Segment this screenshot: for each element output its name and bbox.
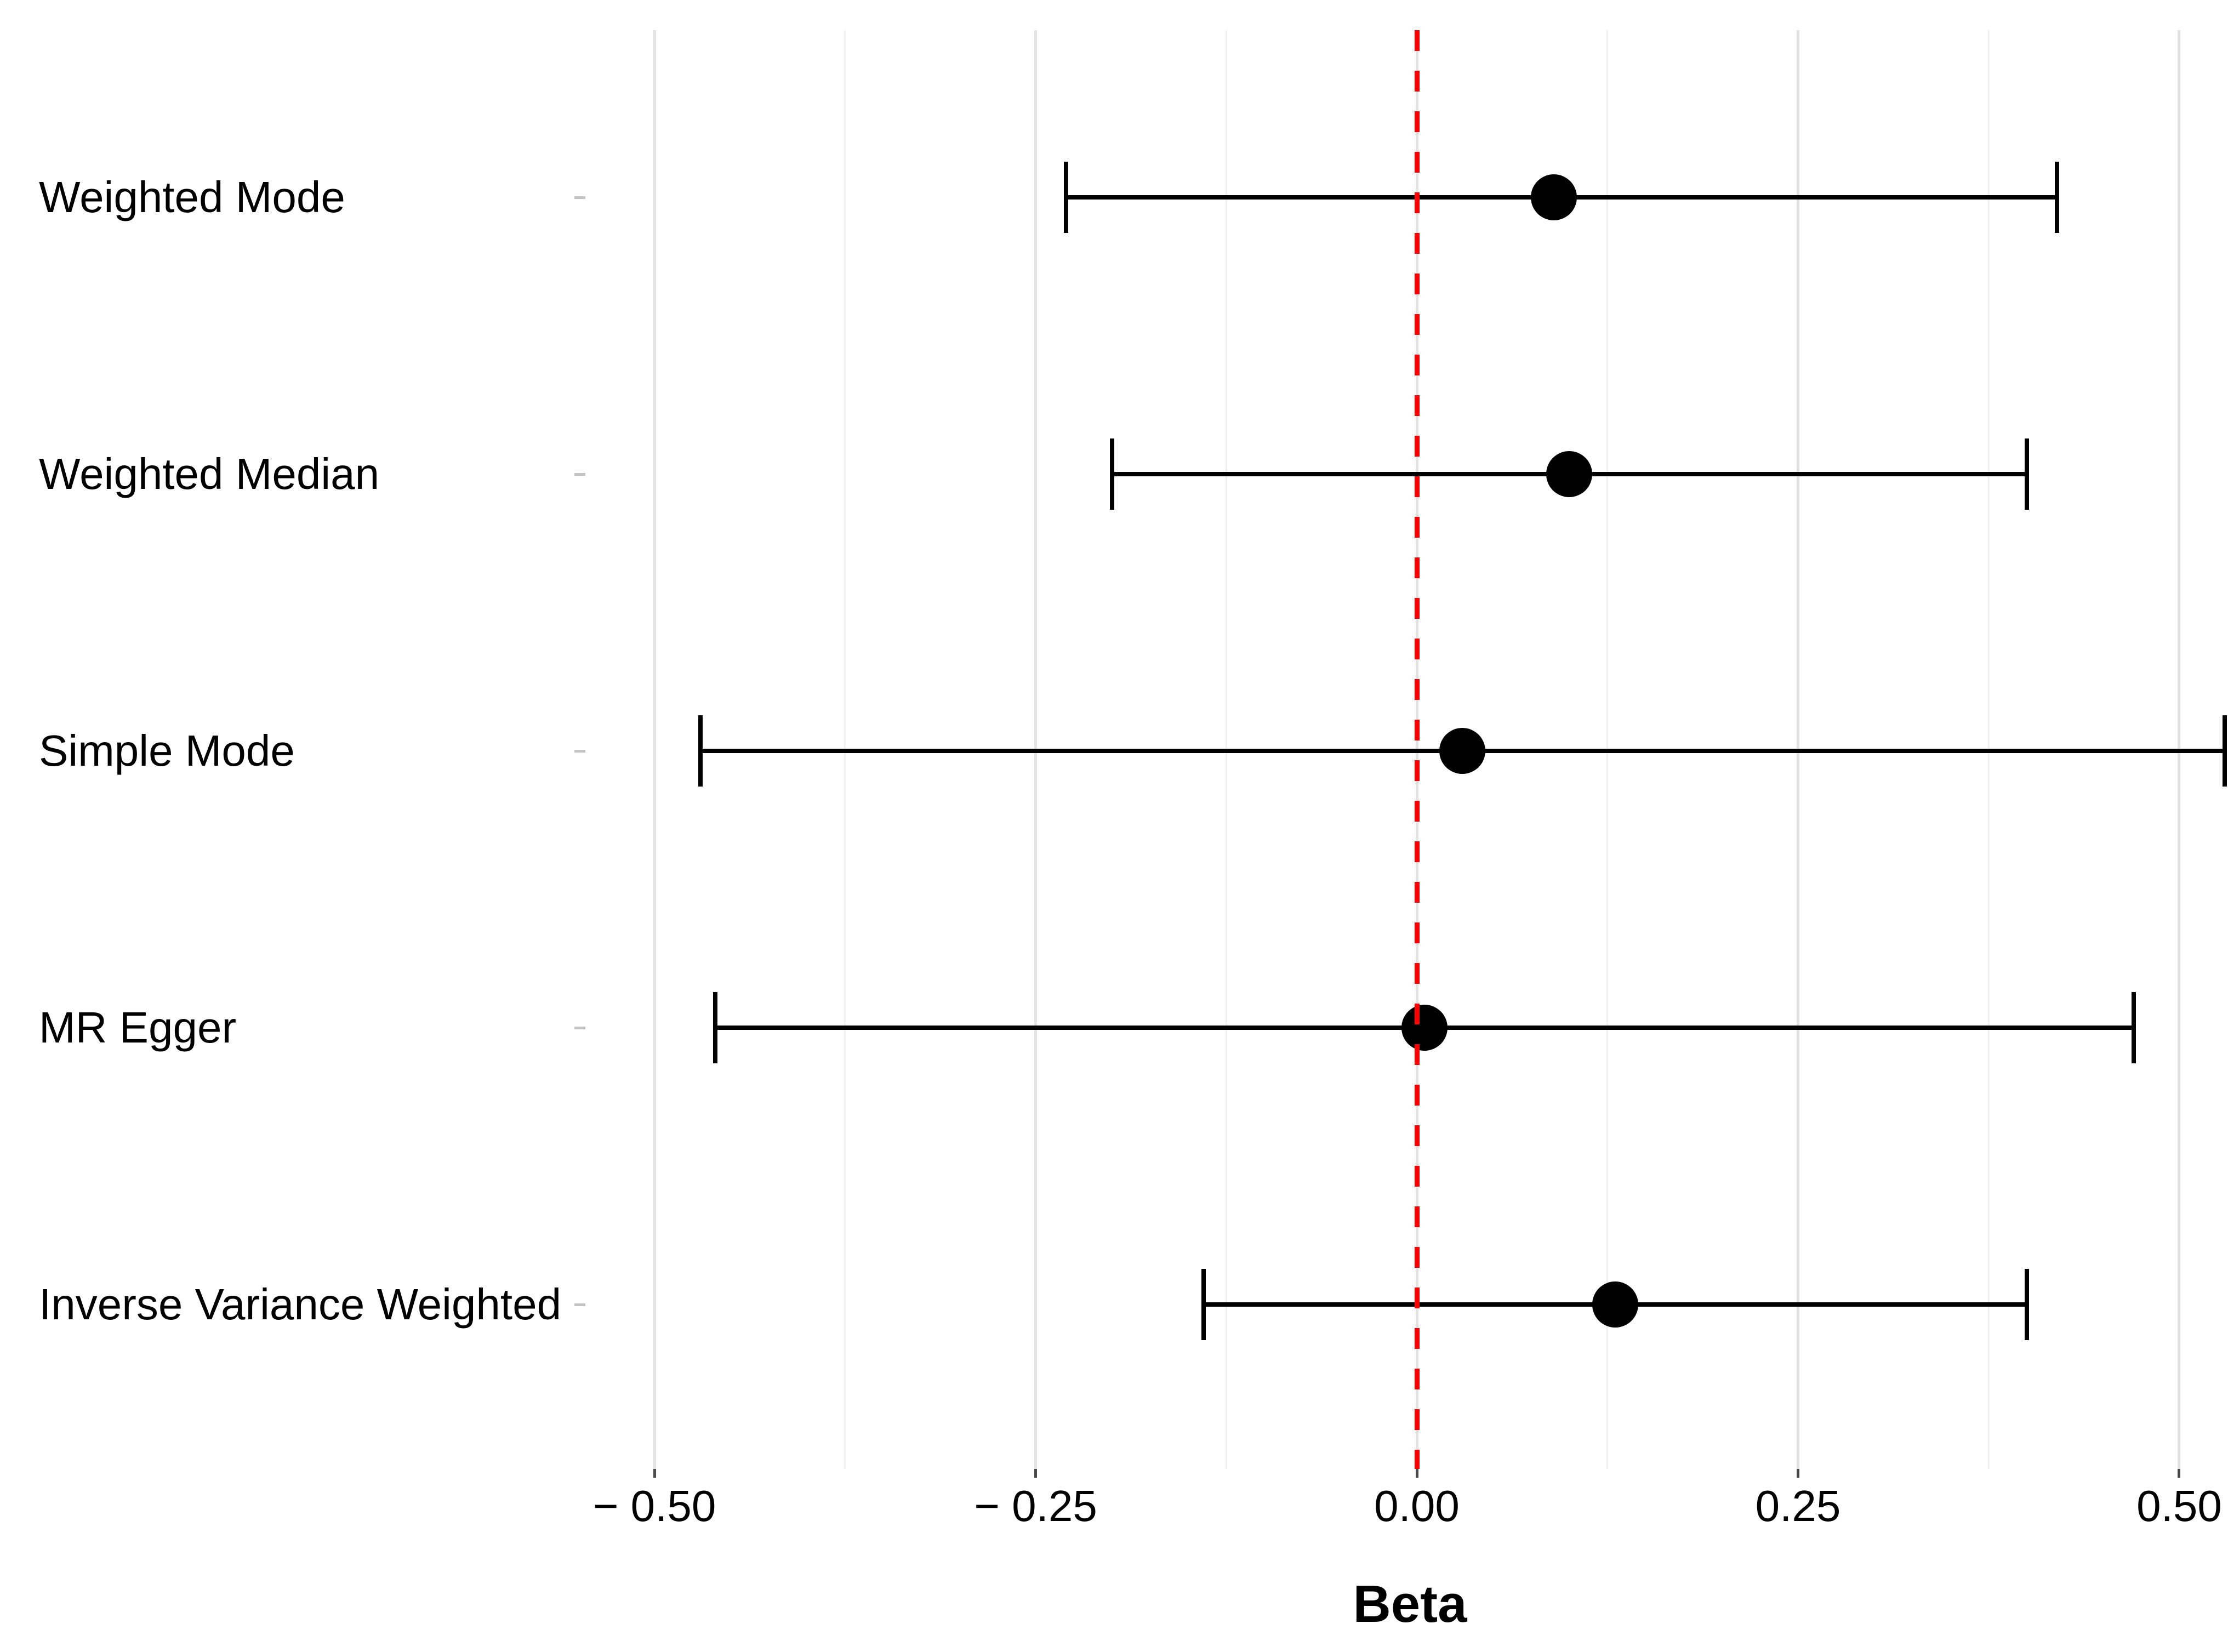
method-label: Simple Mode (39, 726, 295, 775)
major-gridline (653, 30, 656, 1469)
plot-panel (592, 30, 2228, 1469)
x-axis-tick-label: 0.25 (1755, 1482, 1841, 1530)
method-label: Inverse Variance Weighted (39, 1280, 562, 1329)
x-axis-tick-label: − 0.25 (974, 1482, 1097, 1530)
beta-point-estimate (1531, 174, 1577, 220)
y-axis-tick (574, 1303, 585, 1306)
x-axis-tick-label: 0.00 (1374, 1482, 1460, 1530)
method-label: Weighted Median (39, 449, 380, 498)
ci-lower-cap (1064, 162, 1069, 233)
ci-lower-cap (1109, 438, 1114, 510)
ci-lower-cap (713, 992, 718, 1063)
beta-point-estimate (1401, 1005, 1448, 1051)
y-axis-tick (574, 1027, 585, 1029)
ci-upper-cap (2024, 438, 2029, 510)
y-axis-tick (574, 473, 585, 476)
method-label: MR Egger (39, 1003, 237, 1052)
ci-upper-cap (2055, 162, 2060, 233)
beta-point-estimate (1439, 728, 1486, 774)
x-axis-tick-label: − 0.50 (592, 1482, 716, 1530)
x-axis-tick (1796, 1469, 1799, 1478)
zero-reference-line (1414, 30, 1420, 1469)
ci-lower-cap (1201, 1269, 1206, 1340)
x-axis-tick (1415, 1469, 1418, 1478)
beta-point-estimate (1592, 1281, 1638, 1328)
x-axis-title: Beta (1353, 1575, 1467, 1633)
y-axis-tick (574, 196, 585, 199)
x-axis-tick (2178, 1469, 2181, 1478)
y-axis-tick (574, 750, 585, 753)
ci-upper-cap (2024, 1269, 2029, 1340)
ci-upper-cap (2131, 992, 2136, 1063)
x-axis-tick-label: 0.50 (2136, 1482, 2222, 1530)
x-axis-tick (1034, 1469, 1038, 1478)
x-axis-tick (653, 1469, 656, 1478)
method-label: Weighted Mode (39, 173, 345, 221)
ci-lower-cap (698, 715, 703, 787)
beta-point-estimate (1546, 451, 1593, 497)
ci-upper-cap (2223, 715, 2227, 787)
